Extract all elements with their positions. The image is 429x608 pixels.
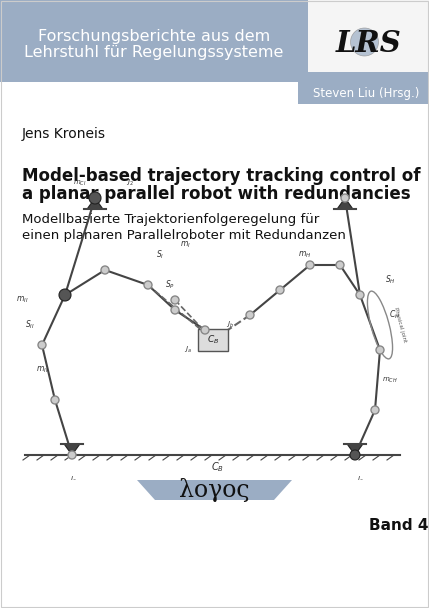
Text: $m_I$: $m_I$: [180, 240, 190, 250]
Circle shape: [341, 194, 349, 202]
Circle shape: [336, 261, 344, 269]
Bar: [198, 329, 228, 351]
Circle shape: [371, 406, 379, 414]
Text: Model-based trajectory tracking control of: Model-based trajectory tracking control …: [22, 167, 420, 185]
Text: $m_{CI}$: $m_{CI}$: [73, 178, 87, 188]
Circle shape: [376, 346, 384, 354]
Text: $C_H$: $C_H$: [390, 309, 401, 321]
Text: Jens Kroneis: Jens Kroneis: [22, 127, 106, 141]
Polygon shape: [64, 444, 80, 455]
Text: Band 4: Band 4: [369, 517, 429, 533]
Circle shape: [171, 296, 179, 304]
Circle shape: [89, 192, 101, 204]
Circle shape: [276, 286, 284, 294]
Text: $S_{II}$: $S_{II}$: [25, 319, 35, 331]
Polygon shape: [337, 198, 353, 209]
Polygon shape: [347, 444, 363, 455]
Text: $J_a$: $J_a$: [184, 345, 192, 355]
Polygon shape: [0, 480, 155, 500]
Circle shape: [91, 194, 99, 202]
Text: a planar parallel robot with redundancies: a planar parallel robot with redundancie…: [22, 185, 411, 203]
Text: $m_{CH}$: $m_{CH}$: [382, 375, 398, 385]
Text: $S_P$: $S_P$: [165, 278, 175, 291]
Text: $m_{II}$: $m_{II}$: [36, 365, 48, 375]
Circle shape: [59, 289, 71, 301]
Bar: [308, 72, 429, 82]
Text: $S_I$: $S_I$: [156, 249, 164, 261]
Text: $J_2$: $J_2$: [126, 178, 134, 188]
Circle shape: [51, 396, 59, 404]
Circle shape: [350, 450, 360, 460]
Circle shape: [306, 261, 314, 269]
Text: Modellbasierte Trajektorienfolgeregelung für: Modellbasierte Trajektorienfolgeregelung…: [22, 213, 319, 226]
Circle shape: [68, 451, 76, 459]
Circle shape: [351, 451, 359, 459]
Text: $C_B$: $C_B$: [211, 460, 224, 474]
Circle shape: [144, 281, 152, 289]
Circle shape: [201, 326, 209, 334]
Text: LRS: LRS: [335, 30, 402, 58]
Text: einen planaren Parallelroboter mit Redundanzen: einen planaren Parallelroboter mit Redun…: [22, 229, 346, 241]
Text: $C_B$: $C_B$: [207, 334, 219, 346]
Circle shape: [61, 291, 69, 299]
Text: $m_{II}$: $m_{II}$: [16, 295, 28, 305]
Circle shape: [350, 28, 378, 56]
Circle shape: [356, 291, 364, 299]
Text: $J_c$: $J_c$: [356, 475, 364, 485]
Circle shape: [171, 306, 179, 314]
Text: $S_H$: $S_H$: [385, 274, 396, 286]
Circle shape: [101, 266, 109, 274]
Polygon shape: [87, 198, 103, 209]
Bar: [298, 82, 429, 104]
Text: $J_c$: $J_c$: [69, 475, 77, 485]
Text: Lehrstuhl für Regelungssysteme: Lehrstuhl für Regelungssysteme: [24, 46, 284, 61]
Text: λογος: λογος: [179, 478, 250, 502]
Text: Forschungsberichte aus dem: Forschungsberichte aus dem: [38, 30, 270, 44]
Text: $J_b$: $J_b$: [226, 320, 234, 330]
Bar: [0, 480, 429, 500]
Text: Steven Liu (Hrsg.): Steven Liu (Hrsg.): [313, 86, 419, 100]
Circle shape: [246, 311, 254, 319]
Polygon shape: [274, 480, 429, 500]
Bar: [0, 0, 308, 82]
Text: Physical joint: Physical joint: [393, 307, 407, 343]
Bar: [308, 0, 429, 82]
Text: $m_H$: $m_H$: [298, 250, 311, 260]
Circle shape: [38, 341, 46, 349]
